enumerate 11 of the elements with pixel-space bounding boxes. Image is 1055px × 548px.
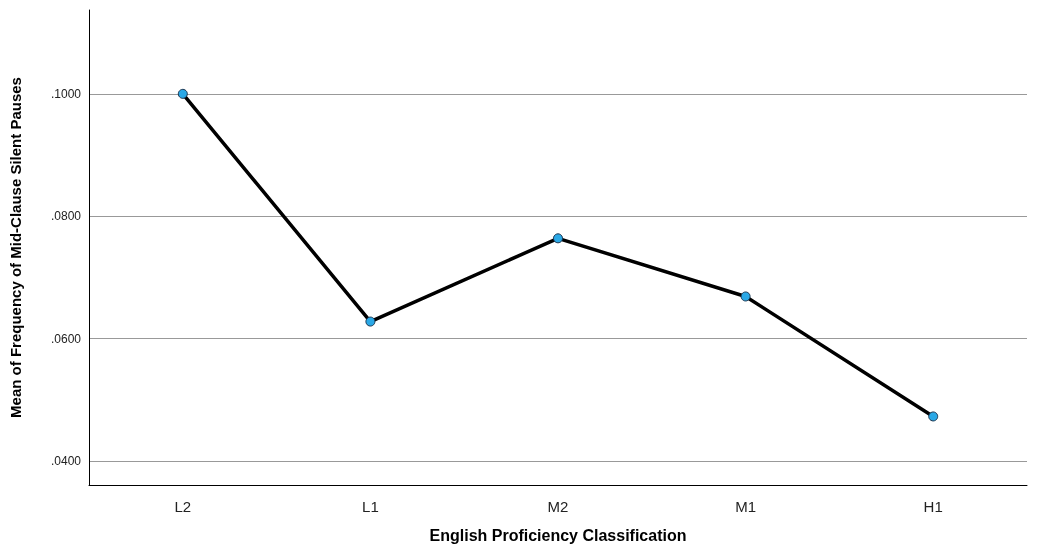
x-axis-title: English Proficiency Classification: [429, 526, 687, 544]
x-tick-label: M2: [547, 498, 569, 515]
x-tick-label: M1: [735, 498, 757, 515]
x-tick-label: L2: [174, 498, 192, 515]
y-tick-label: .0400: [50, 454, 82, 469]
y-tick-label: .0800: [50, 209, 82, 224]
x-tick-label: H1: [923, 498, 943, 515]
y-tick-label: .1000: [50, 86, 82, 101]
y-tick-label: .0600: [50, 331, 82, 346]
x-tick-label: L1: [362, 498, 379, 515]
y-axis-title: Mean of Frequency of Mid-Clause Silent Pauses: [7, 77, 24, 418]
